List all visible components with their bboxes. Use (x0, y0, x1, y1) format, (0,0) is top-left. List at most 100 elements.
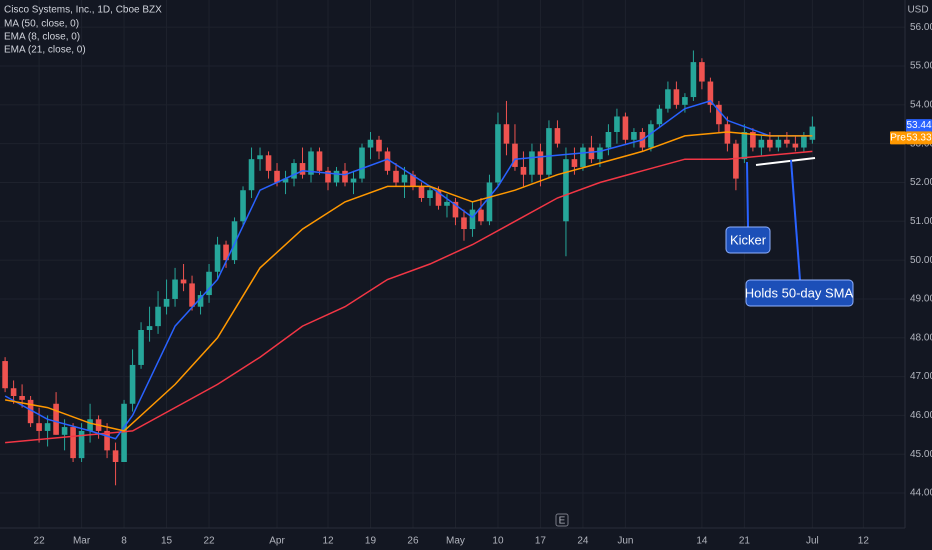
x-tick-label: Jun (617, 536, 633, 547)
candle-body (129, 364, 136, 404)
candle-body (180, 279, 187, 284)
callout-arrow (790, 159, 801, 281)
candle-body (146, 326, 153, 330)
candle-body (172, 279, 178, 299)
legend-entry: EMA (8, close, 0) (4, 32, 80, 43)
y-tick-label: 49.00 (910, 294, 932, 305)
callout-text: Holds 50-day SMA (745, 285, 854, 300)
candle-body (537, 151, 544, 175)
candle-body (376, 139, 382, 152)
candle-body (291, 163, 297, 179)
candle-body (461, 217, 467, 230)
candle-body (223, 244, 229, 261)
y-tick-label: 47.00 (910, 371, 932, 382)
candle-body (665, 89, 671, 109)
candle-body (733, 143, 739, 179)
candle-body (554, 128, 561, 144)
candle-body (427, 190, 433, 198)
callout-text: Kicker (730, 232, 767, 247)
candle-body (282, 178, 289, 183)
candle-body (597, 147, 603, 160)
y-tick-label: 51.00 (910, 216, 932, 227)
candle-body (53, 403, 59, 435)
earnings-letter[interactable]: E (559, 516, 566, 527)
candle-body (809, 126, 816, 140)
candle-body (758, 139, 765, 148)
y-tick-label: 52.00 (910, 177, 932, 188)
legend-entry: MA (50, close, 0) (4, 19, 79, 30)
candle-body (44, 423, 51, 431)
x-tick-label: 17 (535, 536, 547, 547)
candle-body (308, 151, 314, 175)
overlay-line (4, 131, 813, 432)
y-tick-label: 54.00 (910, 99, 932, 110)
candle-body (70, 427, 76, 459)
candle-body (605, 132, 612, 148)
candle-body (656, 108, 663, 125)
candle-body (478, 209, 484, 222)
callout-arrow (746, 161, 749, 228)
candle-body (240, 190, 246, 222)
x-tick-label: 8 (121, 536, 127, 547)
candle-body (342, 170, 348, 183)
candle-body (61, 427, 68, 435)
candle-body (2, 361, 8, 389)
candle-body (418, 186, 425, 198)
y-tick-label: 45.00 (910, 449, 932, 460)
earnings-box[interactable] (555, 513, 569, 527)
price-tag (906, 131, 932, 145)
candle-body (699, 62, 705, 82)
candle-body (469, 209, 476, 230)
candle-body (486, 182, 493, 222)
candle-body (648, 124, 654, 148)
candle-body (19, 396, 25, 400)
candle-body (367, 139, 374, 148)
x-tick-label: 22 (203, 536, 215, 547)
candle-body (231, 221, 238, 261)
candle-body (350, 178, 357, 183)
candle-body (614, 116, 620, 132)
y-tick-label: 50.00 (910, 255, 932, 266)
candle-body (138, 330, 144, 365)
candle-body (401, 174, 408, 183)
candle-body (801, 135, 807, 148)
candle-body (87, 419, 93, 431)
candle-body (197, 295, 204, 307)
earnings-icon[interactable]: E (555, 513, 569, 527)
x-tick-label: 10 (492, 536, 504, 547)
candle-body (104, 430, 110, 451)
candle-body (512, 143, 518, 167)
candle-body (707, 81, 714, 105)
candle-body (155, 306, 161, 327)
x-tick-label: May (446, 536, 465, 547)
chart-title: Cisco Systems, Inc., 1D, Cboe BZX (4, 5, 162, 16)
candle-body (690, 62, 697, 98)
x-tick-label: Apr (269, 536, 285, 547)
candle-body (767, 139, 773, 148)
x-tick-label: 12 (322, 536, 334, 547)
candle-body (784, 139, 790, 144)
candle-body (214, 244, 221, 272)
candle-body (121, 403, 127, 462)
candle-body (36, 423, 42, 431)
candle-body (112, 450, 119, 462)
candle-body (384, 151, 391, 171)
candle-body (503, 124, 510, 144)
x-tick-label: 14 (696, 536, 708, 547)
candle-body (673, 89, 680, 105)
candle-body (10, 388, 17, 396)
x-tick-label: 12 (858, 536, 870, 547)
candle-body (682, 97, 688, 105)
candle-body (265, 155, 272, 171)
candle-body (520, 166, 527, 175)
candle-body (750, 132, 756, 148)
candle-body (792, 143, 799, 148)
candle-body (257, 155, 263, 160)
candle-body (580, 147, 586, 167)
candle-body (410, 174, 416, 187)
candle-body (588, 147, 595, 160)
candle-body (631, 132, 637, 140)
